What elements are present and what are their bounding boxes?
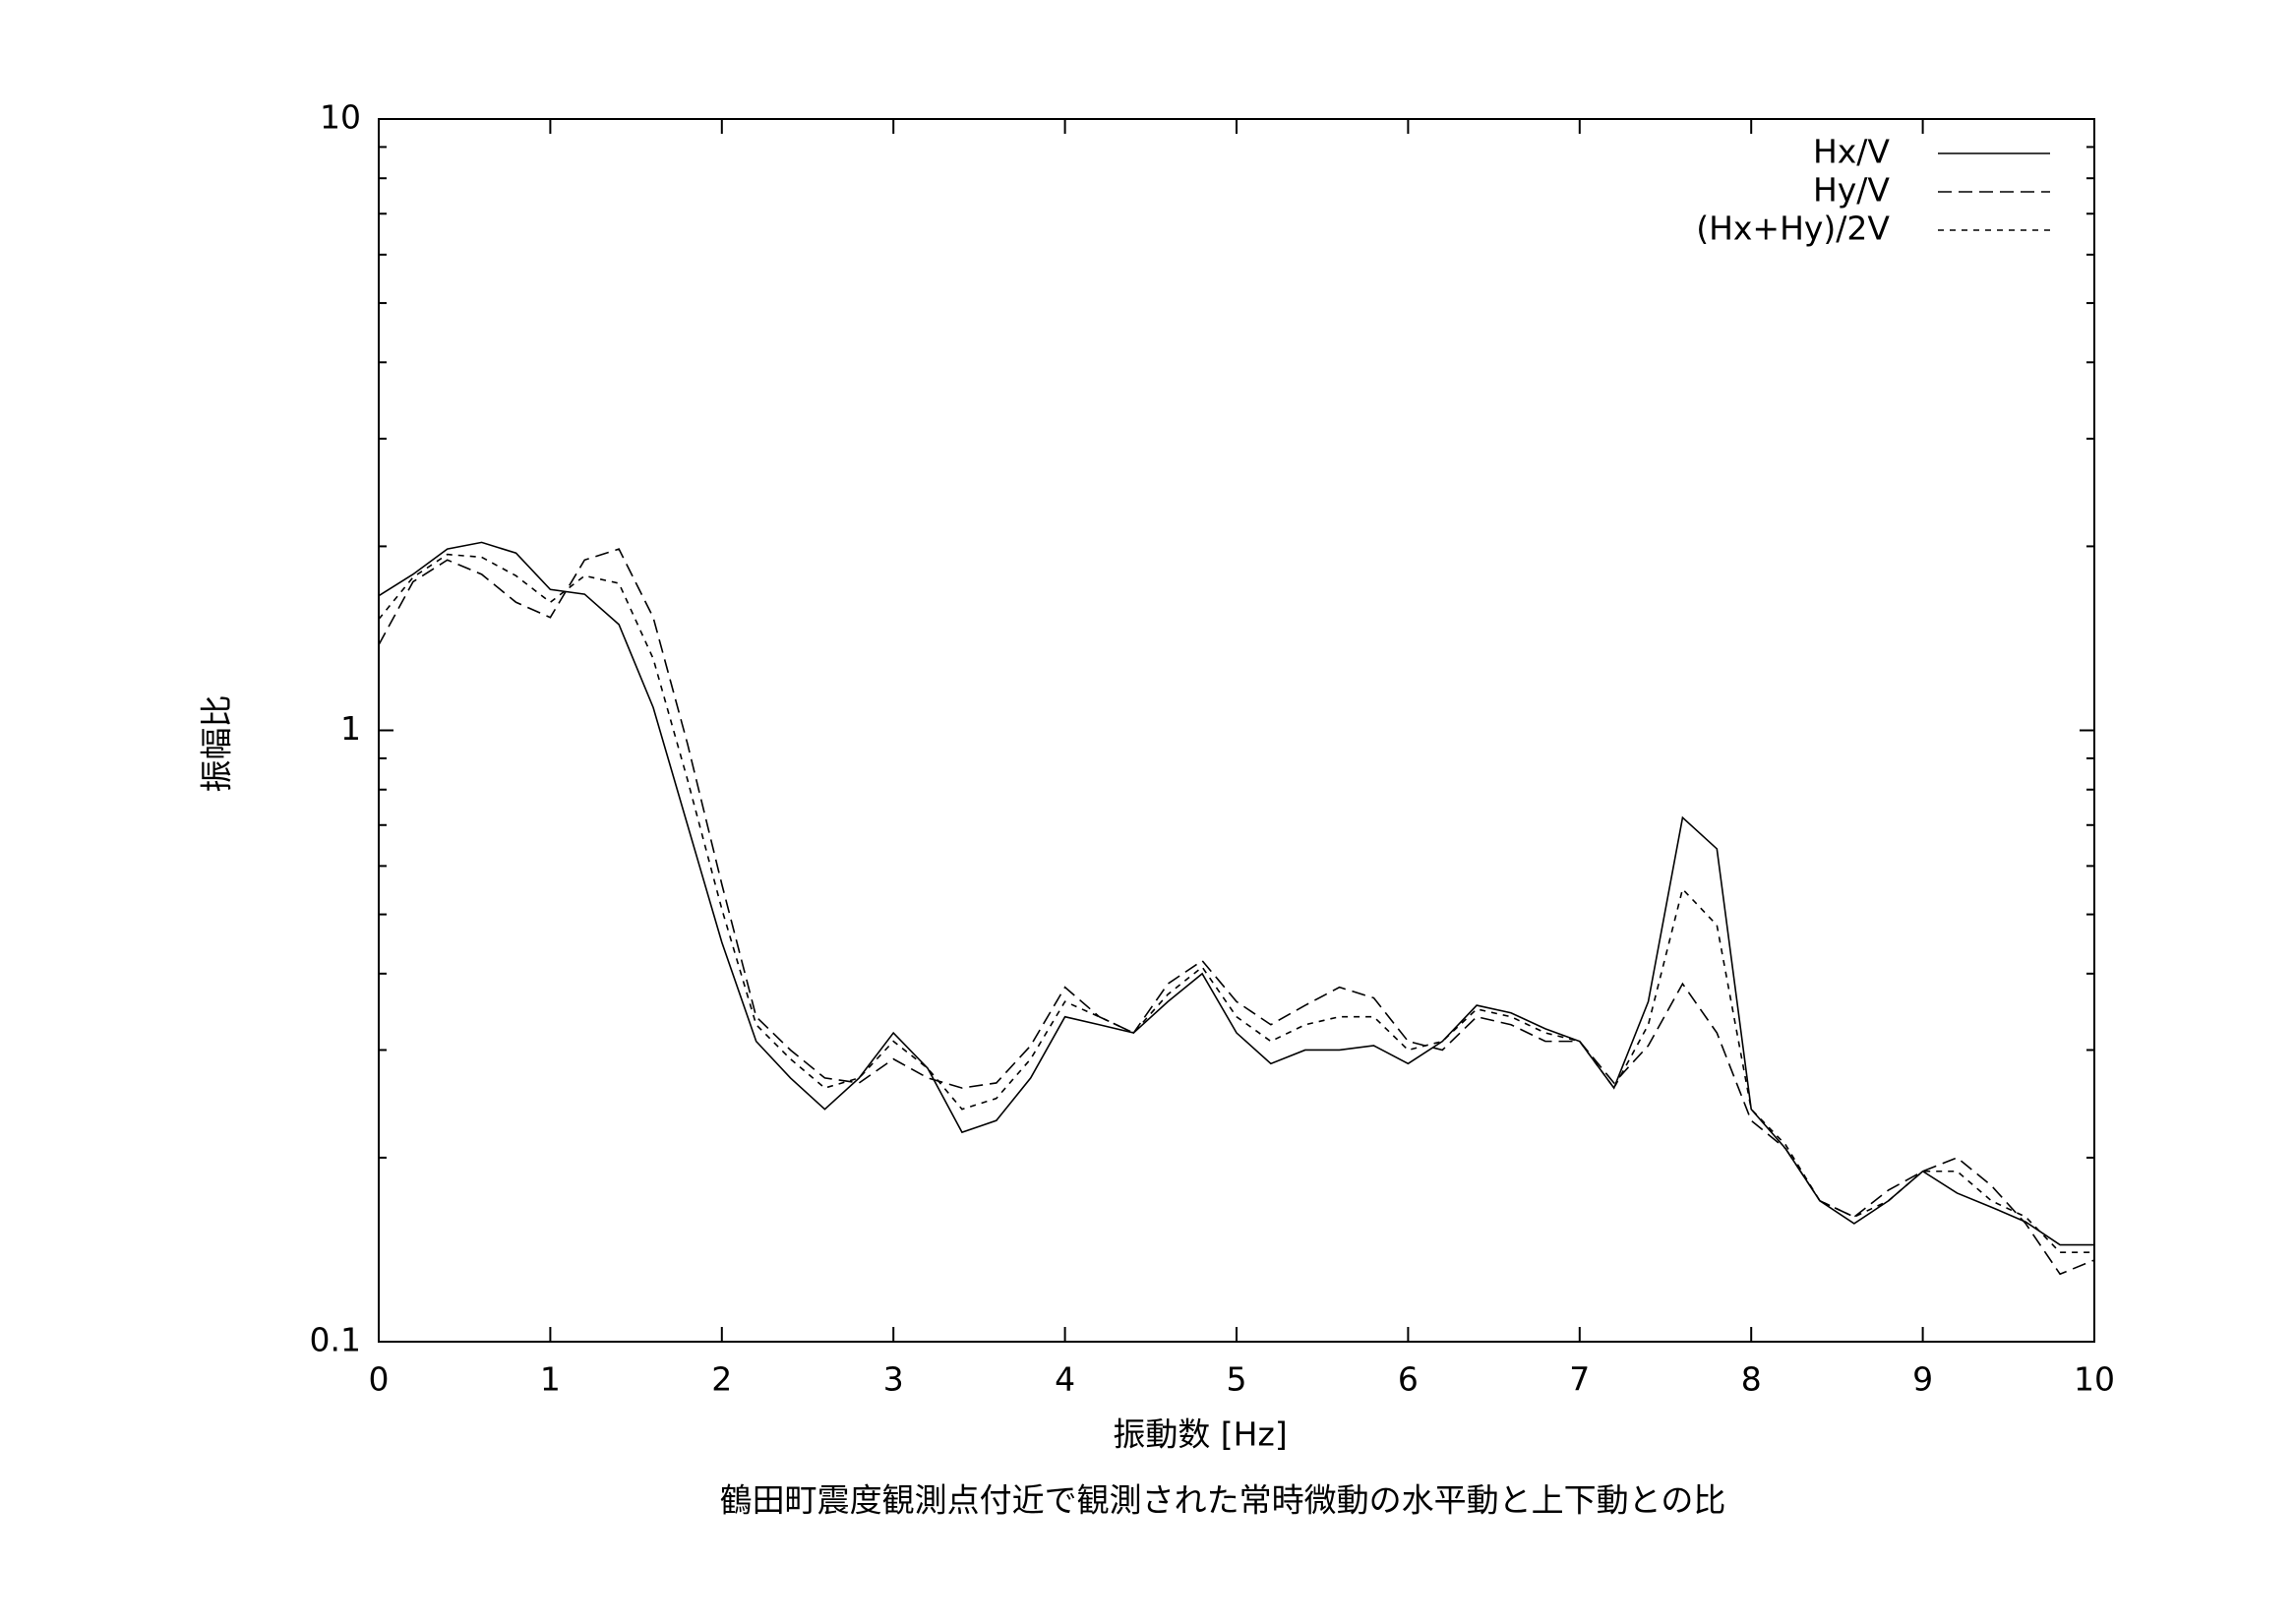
line-series: [378, 553, 2094, 1253]
x-tick-label: 3: [883, 1360, 904, 1399]
x-tick-label: 6: [1398, 1360, 1419, 1399]
x-tick-label: 8: [1741, 1360, 1762, 1399]
x-tick-label: 0: [369, 1360, 390, 1399]
y-axis-label: 振幅比: [198, 695, 236, 793]
legend-label: Hx/V: [1813, 133, 1890, 171]
legend-label: Hy/V: [1813, 171, 1890, 210]
x-tick-label: 10: [2074, 1360, 2115, 1399]
line-series: [378, 541, 2094, 1246]
x-tick-label: 5: [1227, 1360, 1247, 1399]
x-tick-label: 2: [711, 1360, 732, 1399]
x-tick-label: 4: [1055, 1360, 1075, 1399]
chart-title: 鶴田町震度観測点付近で観測された常時微動の水平動と上下動との比: [720, 1481, 1726, 1520]
y-tick-label: 1: [340, 709, 361, 748]
x-tick-label: 7: [1569, 1360, 1590, 1399]
x-tick-label: 9: [1912, 1360, 1933, 1399]
legend-label: (Hx+Hy)/2V: [1696, 210, 1890, 248]
plot-frame: [378, 118, 2095, 1343]
y-tick-label: 0.1: [310, 1321, 361, 1359]
x-tick-label: 1: [540, 1360, 561, 1399]
y-tick-label: 10: [320, 98, 361, 137]
line-series: [378, 548, 2095, 1276]
x-axis-label: 振動数 [Hz]: [1113, 1415, 1287, 1454]
